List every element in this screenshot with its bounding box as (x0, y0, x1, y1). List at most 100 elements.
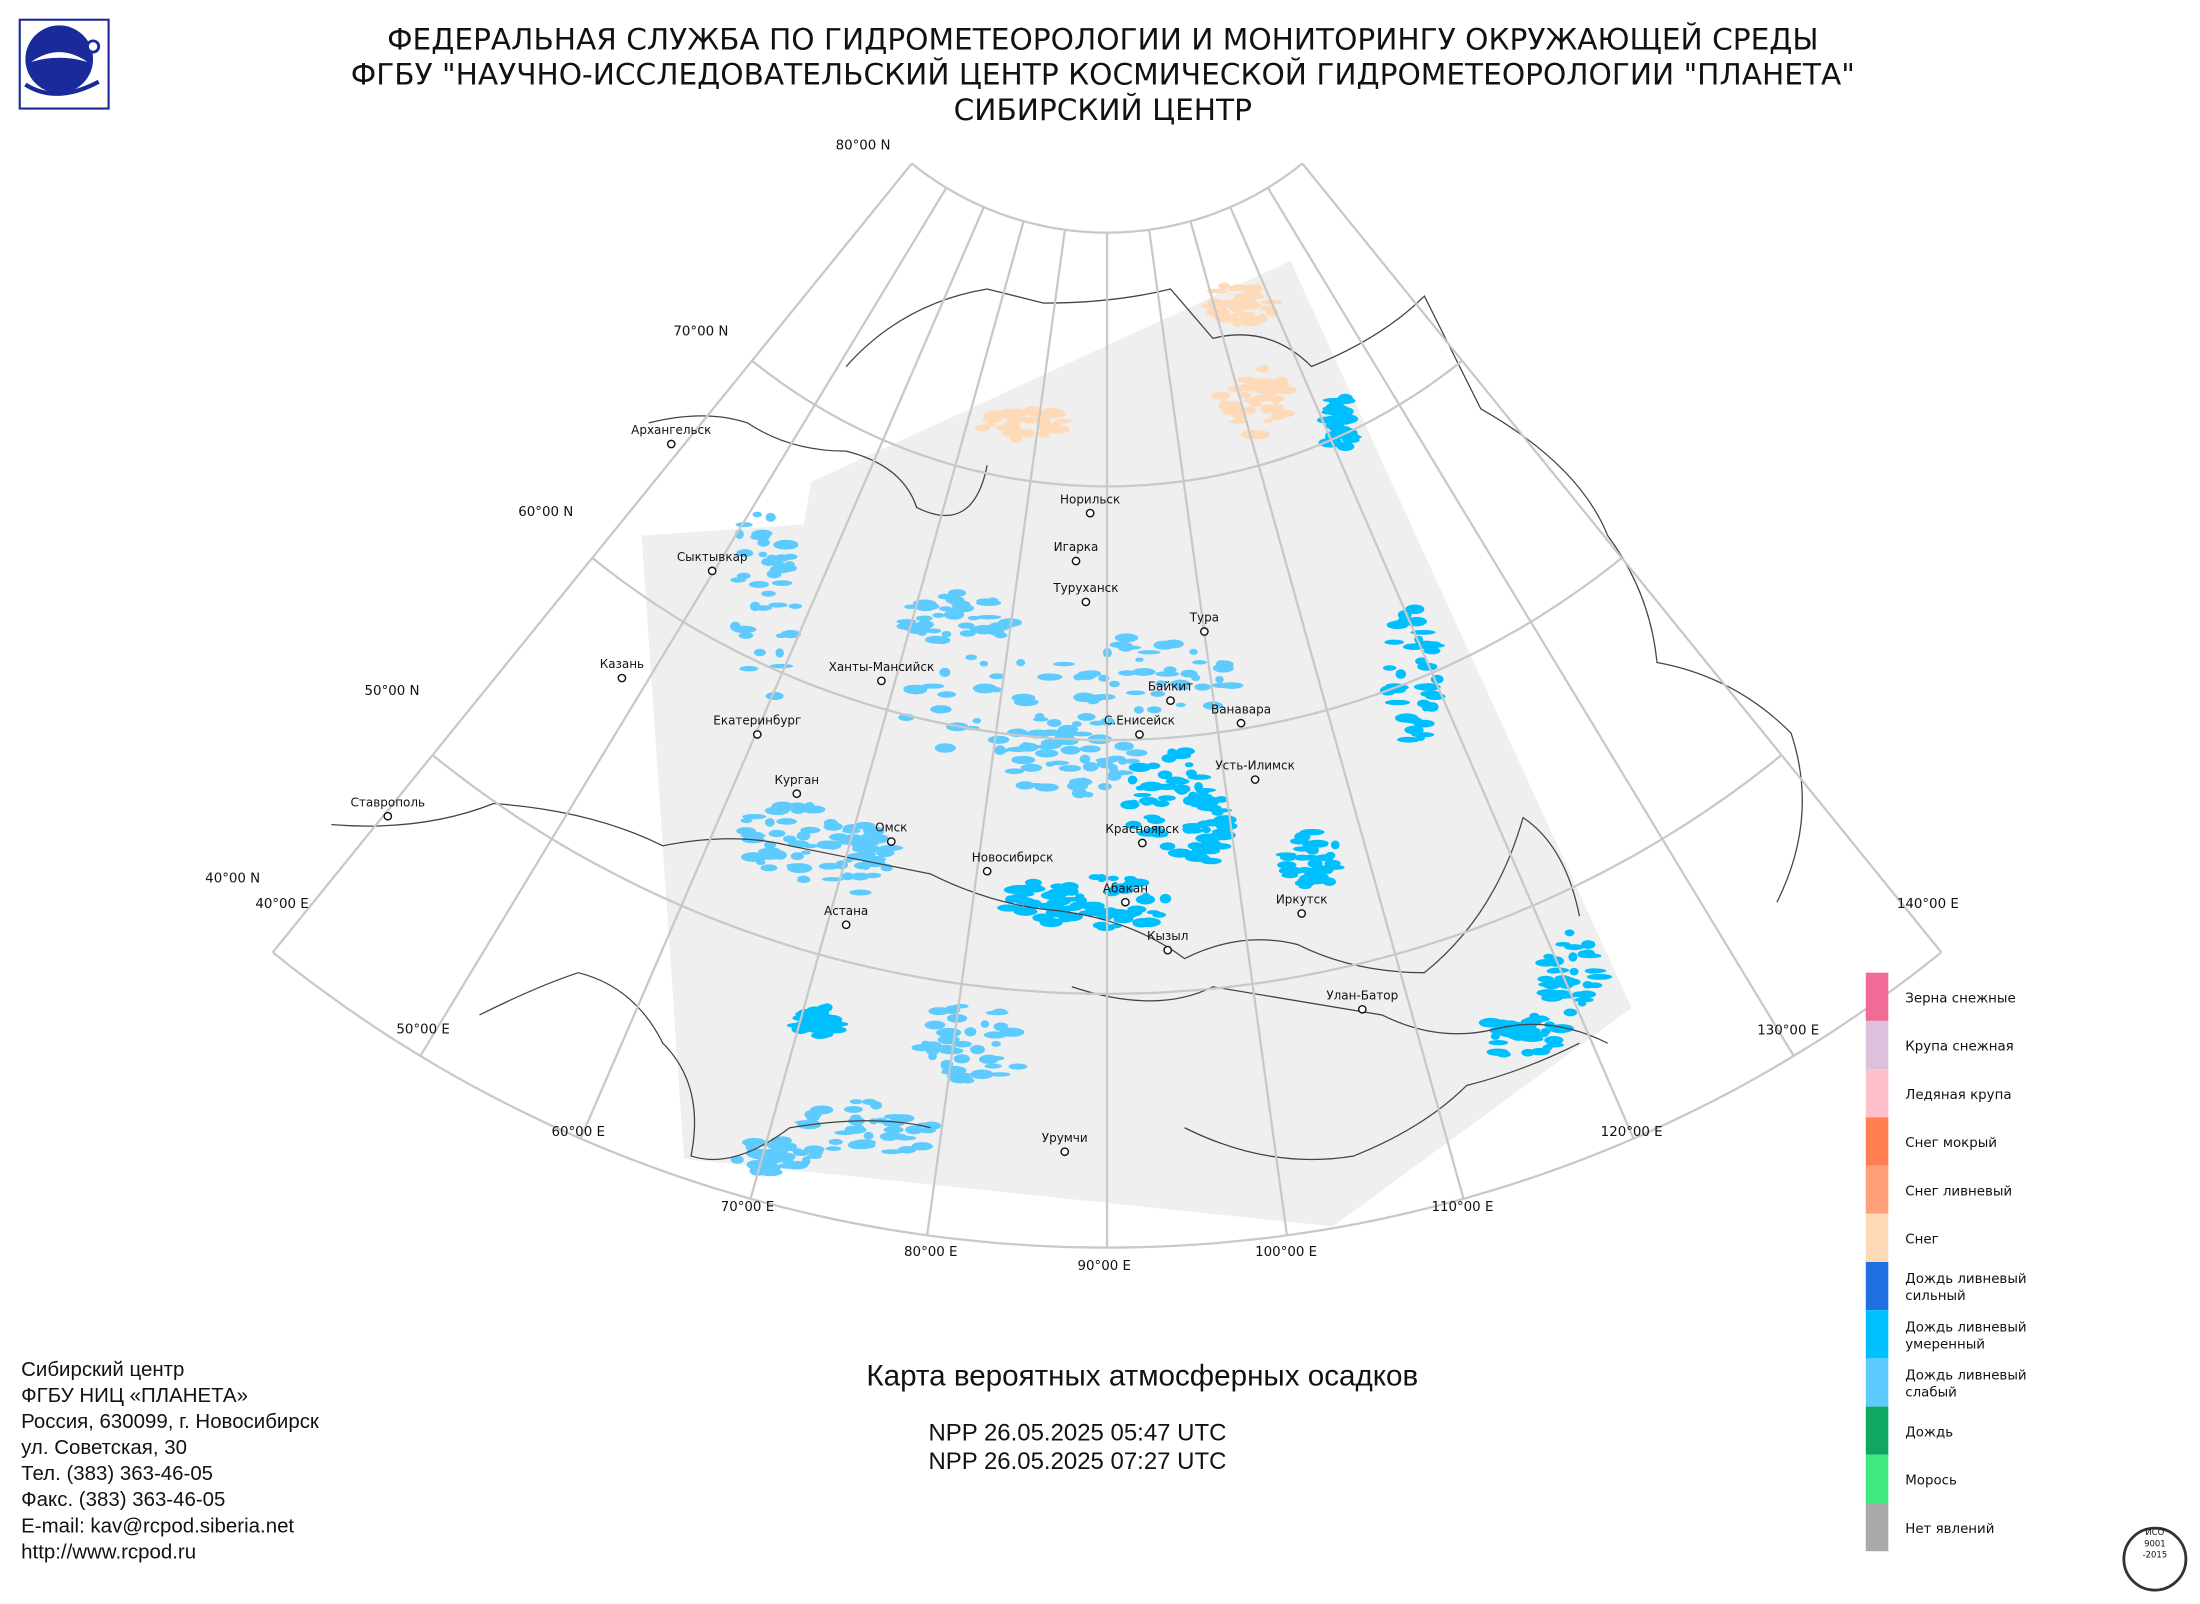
precip-patch (1127, 775, 1138, 785)
map-title: Карта вероятных атмосферных осадков (866, 1360, 1418, 1393)
header-line: СИБИРСКИЙ ЦЕНТР (954, 92, 1252, 127)
precip-patch (810, 1105, 834, 1115)
city-label: Новосибирск (972, 850, 1054, 864)
precip-patch (1205, 796, 1218, 802)
precip-patch (845, 1125, 863, 1131)
precip-patch (934, 743, 956, 753)
precip-patch (1404, 725, 1424, 735)
precip-patch (1069, 901, 1092, 909)
precip-patch (928, 1007, 950, 1016)
precip-patch (784, 1160, 809, 1170)
precip-patch (765, 512, 776, 522)
precip-patch (1230, 284, 1249, 291)
precip-patch (736, 572, 751, 580)
precip-patch (771, 580, 793, 586)
precip-patch (1114, 741, 1134, 751)
precip-patch (740, 818, 753, 824)
precip-patch (1306, 879, 1325, 885)
legend-swatch (1865, 1406, 1889, 1455)
precip-patch (1263, 418, 1274, 424)
precip-patch (1009, 429, 1035, 436)
precip-patch (1107, 875, 1119, 882)
precip-patch (987, 735, 1010, 744)
meridian-label: 140°00 E (1897, 897, 1959, 912)
precip-patch (928, 1052, 937, 1061)
precip-patch (764, 818, 775, 827)
precip-patch (1118, 642, 1134, 652)
precip-patch (959, 630, 976, 637)
badge-text: 9001 (2144, 1538, 2165, 1548)
precip-patch (970, 1044, 985, 1055)
city-label: Улан-Батор (1326, 988, 1398, 1002)
precip-patch (1124, 758, 1140, 764)
parallel-label: 80°00 N (836, 138, 891, 153)
precip-patch (1073, 673, 1085, 681)
precip-patch (1322, 877, 1336, 886)
precip-patch (1321, 409, 1346, 415)
precip-patch (767, 1143, 788, 1150)
precip-patch (802, 843, 818, 849)
precip-patch (1184, 762, 1194, 768)
precip-patch (849, 1099, 863, 1105)
legend-swatch (1865, 1454, 1889, 1504)
city-label: Красноярск (1105, 822, 1179, 836)
precip-patch (1394, 713, 1419, 723)
precip-patch (1032, 913, 1054, 922)
precip-patch (1564, 929, 1575, 937)
precip-patch (1175, 679, 1185, 687)
precip-patch (1042, 410, 1055, 420)
precip-patch (1279, 853, 1297, 862)
precip-patch (1207, 298, 1223, 307)
city-marker (877, 676, 886, 686)
legend-label: слабый (1905, 1385, 1957, 1401)
precip-patch (1163, 666, 1177, 674)
precip-patch (917, 629, 927, 636)
precip-patch (1159, 842, 1176, 851)
precip-patch (1079, 745, 1101, 753)
precip-patch (1546, 968, 1561, 974)
city-marker (1137, 838, 1147, 848)
precip-patch (1139, 781, 1164, 792)
precip-patch (921, 1040, 930, 1046)
meridian-label: 60°00 E (551, 1125, 604, 1140)
footer: Сибирский центр ФГБУ НИЦ «ПЛАНЕТА» Россия,… (21, 1358, 320, 1564)
city-marker (792, 789, 802, 799)
precip-patch (1127, 905, 1147, 914)
precip-patch (1478, 1017, 1503, 1028)
city-label: Сыктывкар (677, 550, 748, 564)
precip-patch (1060, 745, 1081, 755)
precip-patch (1296, 854, 1322, 861)
precip-patch (1098, 782, 1112, 791)
precip-patch (1243, 290, 1257, 299)
precip-patch (1155, 680, 1167, 688)
city-label: Игарка (1054, 540, 1099, 554)
precip-patch (780, 629, 801, 639)
precip-patch (920, 683, 945, 689)
city-marker (1163, 945, 1173, 955)
precip-patch (753, 648, 766, 657)
precip-patch (1015, 884, 1035, 894)
precip-patch (825, 1015, 839, 1025)
precip-patch (786, 863, 809, 869)
precip-patch (1277, 861, 1297, 869)
precip-patch (1171, 751, 1192, 760)
legend-label: Снег мокрый (1905, 1136, 1997, 1151)
precip-patch (1113, 912, 1128, 921)
precip-patch (1218, 282, 1230, 290)
legend-swatch (1865, 1503, 1889, 1552)
precip-patch (1188, 849, 1207, 859)
precip-patch (764, 806, 790, 816)
precip-patch (980, 1020, 990, 1028)
precip-patch (1384, 699, 1411, 706)
precip-patch (1085, 905, 1106, 916)
precip-patch (1047, 888, 1070, 898)
precip-patch (1395, 669, 1407, 679)
city-label: Иркутск (1276, 893, 1328, 907)
precip-patch (1045, 761, 1055, 767)
city-marker (383, 811, 393, 821)
precip-patch (1330, 840, 1340, 850)
precip-patch (730, 1155, 744, 1164)
meridian-line (579, 206, 985, 1140)
precip-patch (1215, 660, 1234, 669)
